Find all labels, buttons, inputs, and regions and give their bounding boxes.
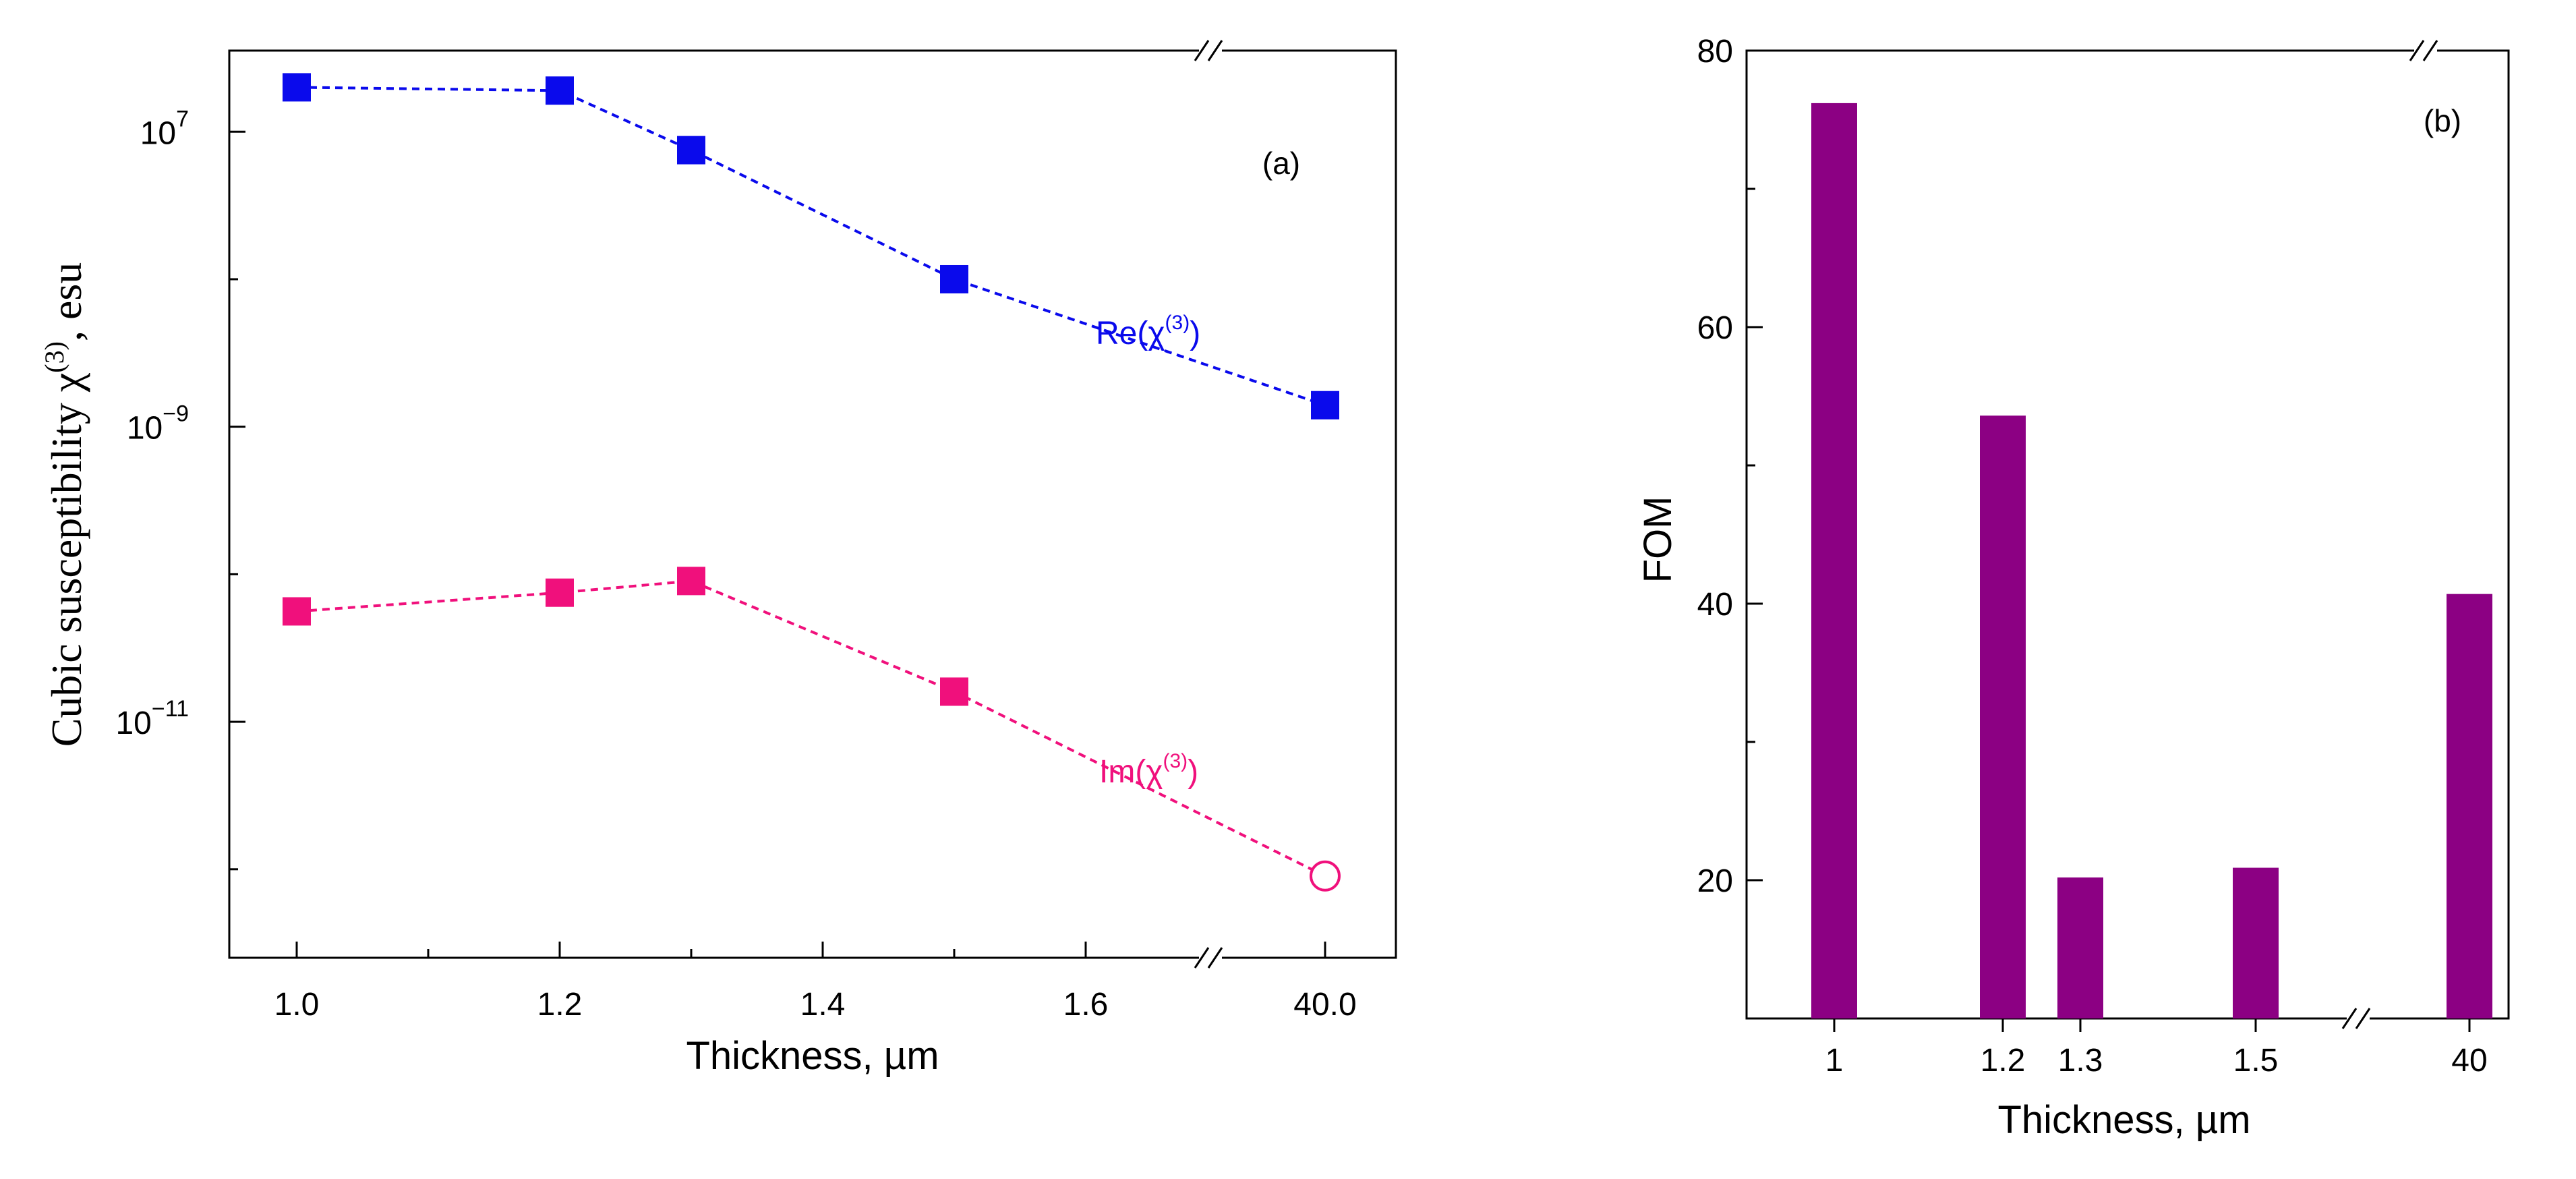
panel-b-plot-frame — [1745, 49, 2510, 1020]
panel-a-im-series-label: Im(χ(3)) — [1099, 750, 1198, 790]
panel-a-y-title-text: Cubic susceptibility χ — [42, 372, 90, 747]
panel-b-x-tick-label: 1.5 — [2233, 1043, 2279, 1079]
panel-a-im-point — [1310, 860, 1341, 892]
panel-b-bar-chart: FOM Thickness, µm (b) 20 40 60 80 1 1.2 1.3 1.… — [1636, 34, 2510, 1142]
panel-a-x-axis-title: Thickness, µm — [686, 1034, 939, 1078]
panel-b-bar — [2233, 867, 2279, 1018]
panel-b-axis-break-bottom — [2341, 1008, 2371, 1029]
panel-b-y-tick-label: 40 — [1697, 587, 1733, 623]
panel-a-im-series-line — [296, 579, 1326, 878]
panel-b-y-tick-label: 60 — [1697, 310, 1733, 346]
panel-a-im-point — [546, 578, 574, 607]
panel-b-bar — [2447, 594, 2492, 1018]
panel-a-y-tick-label: 10−9 — [127, 401, 189, 447]
panel-b-x-ticks: 1 1.2 1.3 1.5 40 — [1825, 1018, 2488, 1079]
panel-a-line-chart: Cubic susceptibility χ(3), esu Thickness… — [39, 40, 1397, 1078]
panel-a-y-title-unit: , esu — [42, 262, 90, 341]
panel-a-plot-frame — [228, 49, 1397, 959]
panel-b-y-ticks: 20 40 60 80 — [1697, 34, 1763, 899]
panel-b-label: (b) — [2424, 103, 2461, 138]
panel-b-x-tick-label: 1.3 — [2058, 1043, 2103, 1079]
panel-b-bar — [1811, 103, 1857, 1018]
panel-a-re-point — [1311, 391, 1339, 420]
panel-a-re-point — [546, 76, 574, 105]
panel-a-re-point — [283, 73, 311, 102]
panel-a-x-tick-label: 1.6 — [1063, 987, 1109, 1023]
panel-a-y-axis-title: Cubic susceptibility χ(3), esu — [39, 262, 90, 747]
panel-a-re-series-label: Re(χ(3)) — [1096, 312, 1200, 351]
panel-a-re-series-line — [296, 86, 1326, 407]
panel-a-y-tick-label: 10−11 — [115, 696, 189, 741]
panel-b-y-axis-title: FOM — [1636, 496, 1680, 583]
panel-b-y-tick-label: 80 — [1697, 34, 1733, 69]
panel-b-x-tick-label: 1 — [1825, 1043, 1844, 1079]
panel-b-axis-break-top — [2409, 40, 2438, 61]
panel-a-x-ticks: 1.0 1.2 1.4 1.6 40.0 — [274, 942, 1357, 1023]
panel-a-re-point — [677, 136, 705, 165]
panel-a-x-tick-label: 1.2 — [537, 987, 583, 1023]
panel-b-bar — [1980, 415, 2026, 1018]
panel-a-im-point — [283, 597, 311, 626]
svg-text:Cubic susceptibility χ(3), esu: Cubic susceptibility χ(3), esu — [39, 262, 90, 747]
panel-a-re-point — [940, 264, 968, 293]
panel-b-x-tick-label: 1.2 — [1981, 1043, 2026, 1079]
panel-a-y-title-sup: (3) — [39, 341, 69, 373]
panel-b-bars — [1811, 103, 2492, 1018]
panel-a-axis-break-top — [1194, 40, 1223, 61]
panel-a-im-point — [940, 677, 968, 706]
panel-a-im-point — [677, 567, 705, 596]
panel-a-y-ticks: 107 10−9 10−11 — [115, 106, 245, 871]
panel-b-x-axis-title: Thickness, µm — [1997, 1098, 2250, 1142]
panel-a-label: (a) — [1262, 146, 1300, 181]
panel-b-bar — [2057, 877, 2103, 1018]
panel-a-y-tick-label: 107 — [140, 106, 189, 151]
panel-a-x-tick-label: 1.4 — [800, 987, 846, 1023]
panel-a-x-tick-label: 1.0 — [274, 987, 320, 1023]
panel-b-y-tick-label: 20 — [1697, 863, 1733, 899]
panel-a-axis-break-bottom — [1194, 947, 1223, 969]
panel-a-x-tick-label: 40.0 — [1293, 987, 1356, 1023]
panel-b-x-tick-label: 40 — [2451, 1043, 2487, 1079]
panel-a-series — [283, 73, 1341, 892]
